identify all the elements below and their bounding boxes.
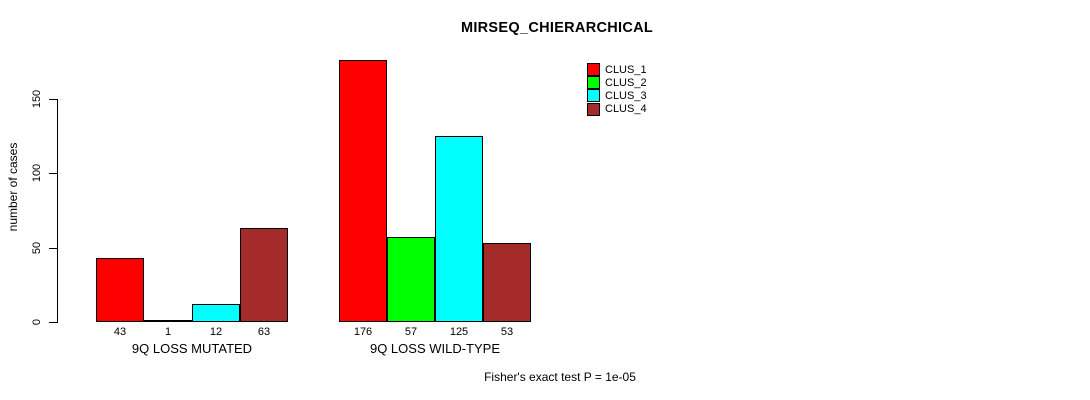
bar-CLUS_2 (387, 237, 435, 322)
y-axis-tick-label: 150 (31, 89, 43, 109)
bar-CLUS_3 (192, 304, 240, 322)
bar-CLUS_1 (339, 60, 387, 322)
legend-swatch (587, 63, 600, 77)
bar-value-label: 12 (209, 326, 223, 338)
bar-value-label: 63 (257, 326, 271, 338)
bar-value-label: 1 (164, 326, 172, 338)
legend-swatch (587, 76, 600, 90)
y-axis-tick (49, 248, 57, 249)
y-axis-tick (49, 322, 57, 323)
bar-CLUS_1 (96, 258, 144, 322)
legend: CLUS_1 CLUS_2 CLUS_3 CLUS_4 (587, 63, 647, 116)
y-axis-tick-label: 100 (31, 163, 43, 183)
bar-value-label: 57 (404, 326, 418, 338)
bar-CLUS_3 (435, 136, 483, 322)
legend-label: CLUS_1 (605, 63, 647, 76)
legend-label: CLUS_4 (605, 103, 647, 116)
legend-item: CLUS_4 (587, 102, 647, 116)
bar-value-label: 43 (113, 326, 127, 338)
y-axis-label: number of cases (6, 142, 20, 232)
bar-value-label: 176 (353, 326, 373, 338)
legend-item: CLUS_2 (587, 76, 647, 90)
y-axis-tick (49, 99, 57, 100)
bar-value-label: 125 (449, 326, 469, 338)
legend-label: CLUS_2 (605, 76, 647, 89)
bar-CLUS_4 (483, 243, 531, 322)
y-axis-line (57, 99, 58, 323)
y-axis-tick-label: 0 (31, 318, 43, 326)
x-category-label: 9Q LOSS WILD-TYPE (369, 341, 501, 356)
chart-title: MIRSEQ_CHIERARCHICAL (460, 20, 654, 36)
bar-CLUS_4 (240, 228, 288, 322)
x-category-label: 9Q LOSS MUTATED (131, 341, 253, 356)
y-axis-tick (49, 173, 57, 174)
bar-CLUS_2 (144, 320, 192, 322)
y-axis-tick-label: 50 (31, 241, 43, 255)
bar-value-label: 53 (500, 326, 514, 338)
legend-item: CLUS_3 (587, 89, 647, 103)
legend-swatch (587, 89, 600, 103)
stat-test-note: Fisher's exact test P = 1e-05 (484, 370, 636, 384)
legend-item: CLUS_1 (587, 63, 647, 77)
legend-swatch (587, 102, 600, 116)
legend-label: CLUS_3 (605, 89, 647, 102)
